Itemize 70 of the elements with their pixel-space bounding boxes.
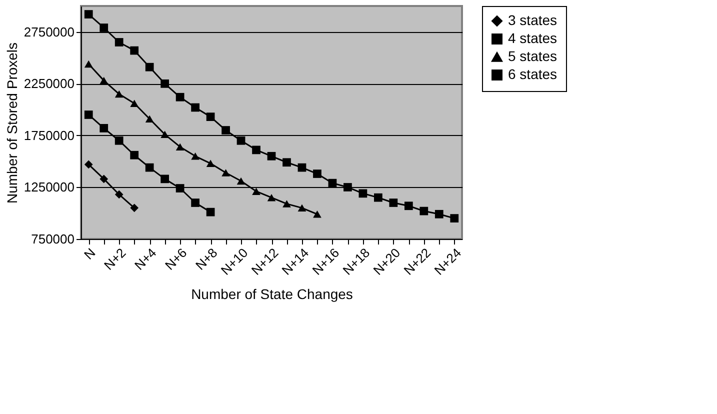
- point: [100, 174, 108, 184]
- legend-label: 3 states: [508, 12, 558, 28]
- legend-label: 5 states: [508, 48, 558, 64]
- point: [100, 124, 108, 132]
- legend-label: 6 states: [508, 66, 558, 82]
- y-tick-label: 2750000: [24, 24, 74, 40]
- point: [222, 169, 230, 176]
- point: [84, 10, 93, 18]
- point: [160, 79, 170, 88]
- y-tick-label: 1250000: [24, 180, 74, 195]
- point: [145, 62, 154, 72]
- point: [267, 194, 276, 202]
- point: [191, 198, 200, 207]
- point: [298, 163, 306, 172]
- point: [236, 177, 246, 185]
- point: [130, 204, 139, 212]
- point: [222, 126, 230, 134]
- y-tick-label: 1750000: [24, 128, 74, 143]
- point: [313, 210, 322, 218]
- point: [450, 214, 459, 222]
- point: [84, 160, 93, 169]
- point: [236, 136, 246, 145]
- point: [374, 193, 382, 202]
- point: [176, 184, 184, 192]
- point: [160, 174, 170, 184]
- x-tick-label: N+2: [101, 245, 129, 273]
- point: [282, 158, 291, 167]
- x-tick-label: N: [81, 245, 98, 262]
- point: [100, 24, 108, 32]
- point: [176, 143, 184, 150]
- point: [420, 206, 428, 216]
- point: [389, 198, 398, 207]
- x-axis-title: Number of State Changes: [191, 286, 353, 302]
- point: [130, 46, 139, 55]
- point: [206, 112, 215, 121]
- point: [84, 60, 93, 68]
- y-tick-label: 2250000: [24, 76, 74, 92]
- legend-label: 4 states: [508, 30, 558, 46]
- y-tick-label: 750000: [31, 232, 74, 246]
- point: [114, 38, 124, 46]
- point: [114, 136, 124, 145]
- y-axis-title: Number of Stored Proxels: [4, 42, 20, 204]
- point: [434, 210, 444, 218]
- point: [206, 160, 215, 168]
- point: [145, 163, 154, 172]
- point: [114, 90, 124, 98]
- point: [130, 100, 139, 107]
- point: [145, 115, 154, 122]
- point: [160, 130, 170, 138]
- point: [404, 202, 413, 210]
- point: [191, 103, 200, 112]
- point: [100, 76, 108, 84]
- point: [298, 204, 306, 212]
- point: [252, 188, 260, 195]
- point: [191, 152, 200, 160]
- x-tick-label: N+8: [192, 245, 220, 273]
- point: [328, 178, 337, 188]
- point: [206, 208, 215, 216]
- point: [130, 150, 139, 160]
- point: [313, 170, 322, 178]
- point: [344, 183, 352, 192]
- point: [84, 110, 93, 119]
- point: [358, 189, 368, 198]
- x-tick-label: N+6: [162, 245, 190, 273]
- point: [282, 200, 291, 208]
- point: [252, 146, 260, 154]
- x-tick-label: N+4: [132, 245, 160, 273]
- point: [176, 92, 184, 102]
- point: [114, 190, 124, 199]
- point: [267, 152, 276, 160]
